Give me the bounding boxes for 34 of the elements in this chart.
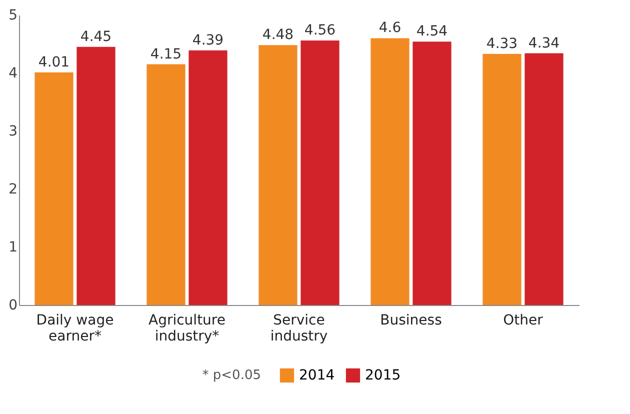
x-tick-label: Other: [503, 312, 544, 328]
data-label: 4.33: [486, 36, 518, 52]
data-label: 4.45: [80, 28, 112, 45]
y-tick-label: 2: [8, 182, 18, 198]
data-label: 4.39: [192, 32, 224, 48]
data-label: 4.54: [416, 24, 448, 40]
y-tick-label: 4: [8, 66, 18, 82]
bar: [76, 46, 116, 305]
data-label: 4.01: [38, 54, 70, 70]
y-tick-label: 0: [8, 298, 18, 314]
bar: [146, 64, 186, 305]
x-tick-label: Service industry: [270, 312, 328, 344]
bar: [34, 72, 74, 305]
bar: [482, 54, 522, 305]
y-tick-label: 3: [8, 124, 18, 140]
data-label: 4.48: [262, 27, 294, 44]
x-tick-label: Business: [380, 312, 442, 328]
data-label: 4.6: [378, 20, 402, 36]
legend-label: 2015: [365, 367, 401, 384]
x-tick-label: Daily wage earner*: [36, 312, 114, 344]
y-tick-label: 1: [8, 240, 18, 256]
data-label: 4.34: [528, 35, 560, 52]
bar: [258, 45, 298, 305]
data-label: 4.56: [304, 22, 336, 39]
bar: [300, 40, 340, 305]
bar: [524, 53, 564, 305]
bar: [370, 38, 410, 305]
x-tick-label: Agriculture industry*: [148, 312, 226, 344]
text: * p<0.05: [202, 368, 261, 383]
y-tick-label: 5: [8, 8, 18, 24]
data-label: 4.15: [150, 46, 182, 62]
legend-label: 2014: [299, 367, 335, 384]
bar: [412, 42, 452, 305]
bar: [188, 50, 228, 305]
